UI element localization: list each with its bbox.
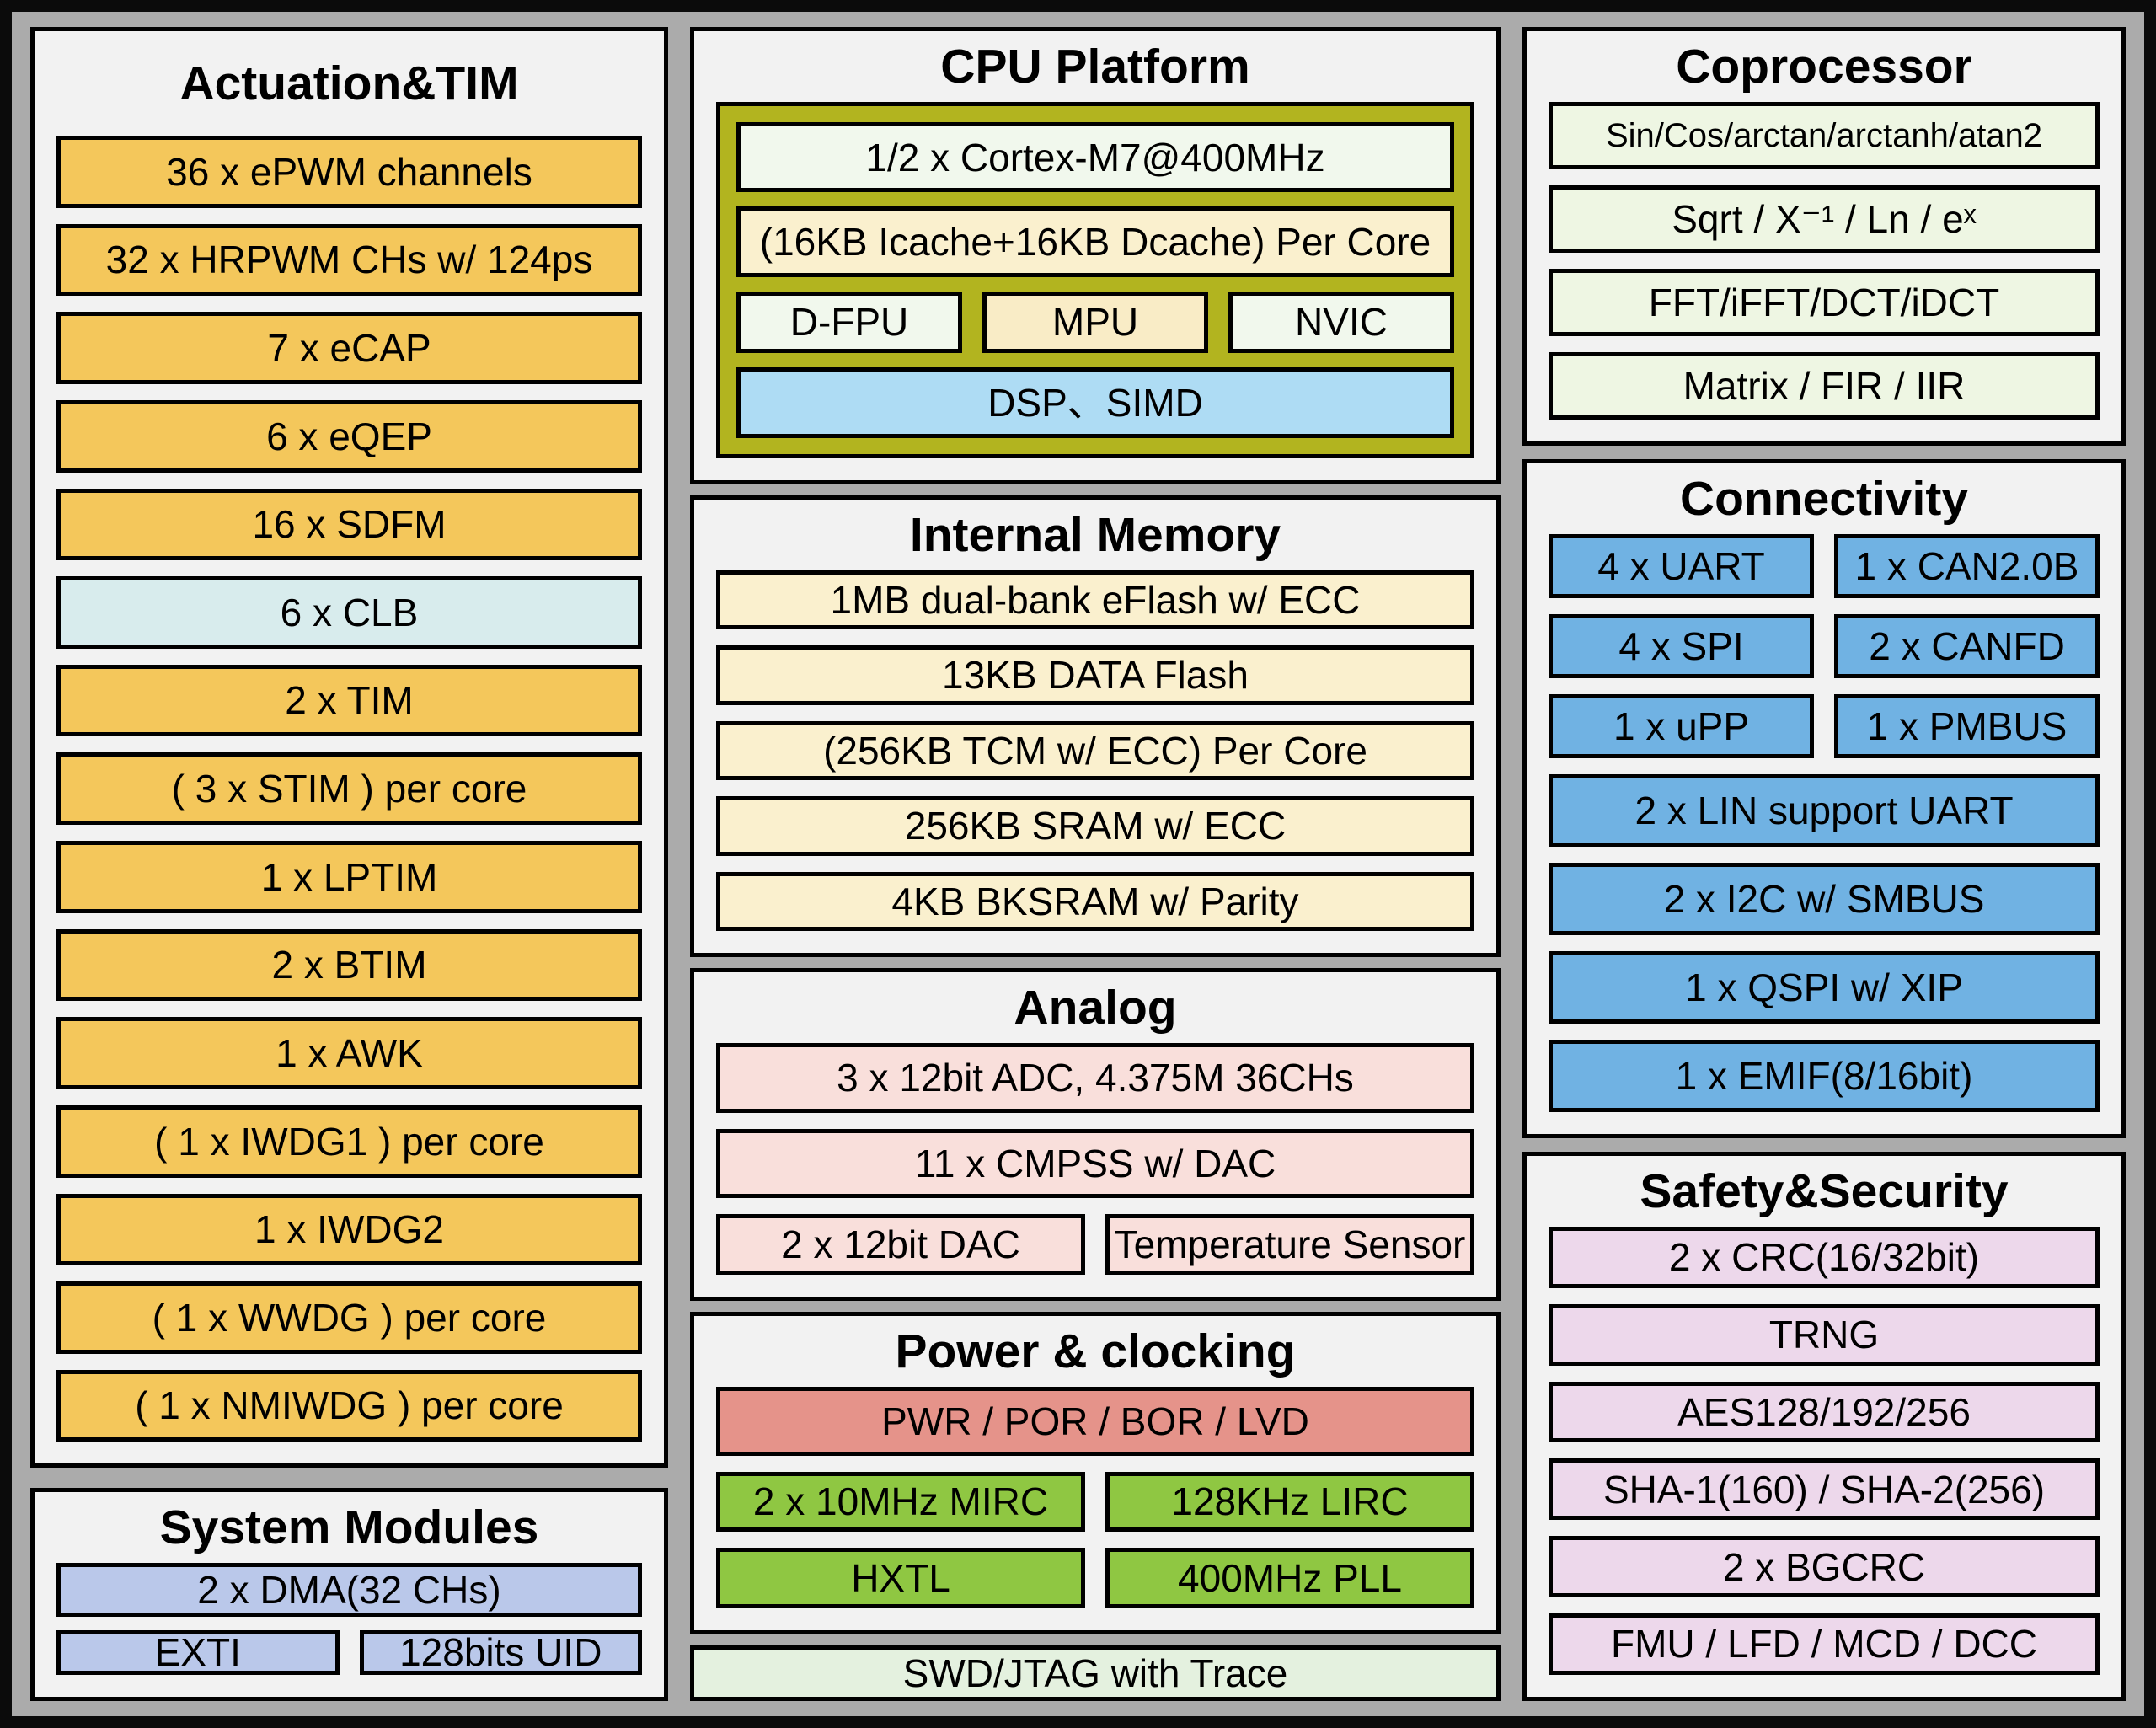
block-temp-sensor: Temperature Sensor: [1105, 1213, 1474, 1276]
block-dac: 2 x 12bit DAC: [716, 1213, 1085, 1276]
column-left: Actuation&TIM 36 x ePWM channels 32 x HR…: [30, 27, 668, 1701]
block-hrpwm-chs: 32 x HRPWM CHs w/ 124ps: [56, 223, 642, 297]
block-i2c: 2 x I2C w/ SMBUS: [1549, 863, 2100, 935]
block-nmiwdg-per-core: ( 1 x NMIWDG ) per core: [56, 1369, 642, 1442]
block-trig-functions: Sin/Cos/arctan/arctanh/atan2: [1549, 102, 2100, 169]
connectivity-split-row-3: 1 x uPP 1 x PMBUS: [1549, 694, 2100, 758]
block-exti: EXTI: [56, 1629, 340, 1675]
block-sqrt-ln-exp: Sqrt / X⁻¹ / Ln / eˣ: [1549, 185, 2100, 253]
section-title-safety-security: Safety&Security: [1640, 1164, 2009, 1218]
section-actuation-tim: Actuation&TIM 36 x ePWM channels 32 x HR…: [30, 27, 668, 1469]
block-matrix-fir-iir: Matrix / FIR / IIR: [1549, 352, 2100, 420]
section-safety-security: Safety&Security 2 x CRC(16/32bit) TRNG A…: [1522, 1152, 2126, 1701]
section-title-coprocessor: Coprocessor: [1676, 40, 1972, 94]
block-mpu: MPU: [982, 291, 1208, 354]
block-canfd: 2 x CANFD: [1834, 614, 2100, 678]
cpu-core-cluster: 1/2 x Cortex-M7@400MHz (16KB Icache+16KB…: [716, 102, 1474, 458]
power-rows: PWR / POR / BOR / LVD 2 x 10MHz MIRC 128…: [694, 1387, 1496, 1630]
block-fmu-lfd-mcd-dcc: FMU / LFD / MCD / DCC: [1549, 1613, 2100, 1675]
section-power-clocking: Power & clocking PWR / POR / BOR / LVD 2…: [690, 1312, 1501, 1634]
section-title-actuation-tim: Actuation&TIM: [179, 56, 519, 110]
block-btim: 2 x BTIM: [56, 928, 642, 1002]
block-eflash: 1MB dual-bank eFlash w/ ECC: [716, 570, 1474, 630]
block-epwm-channels: 36 x ePWM channels: [56, 136, 642, 208]
block-tcm: (256KB TCM w/ ECC) Per Core: [716, 720, 1474, 781]
power-split-row-2: HXTL 400MHz PLL: [716, 1548, 1474, 1609]
block-crc: 2 x CRC(16/32bit): [1549, 1227, 2100, 1288]
actuation-rows: 36 x ePWM channels 32 x HRPWM CHs w/ 124…: [35, 136, 664, 1463]
block-spi: 4 x SPI: [1549, 614, 1814, 678]
block-lirc: 128KHz LIRC: [1105, 1471, 1474, 1533]
section-coprocessor: Coprocessor Sin/Cos/arctan/arctanh/atan2…: [1522, 27, 2126, 446]
block-dsp-simd: DSP、SIMD: [736, 367, 1454, 438]
block-cmpss: 11 x CMPSS w/ DAC: [716, 1128, 1474, 1198]
block-nvic: NVIC: [1228, 291, 1454, 354]
connectivity-rows: 4 x UART 1 x CAN2.0B 4 x SPI 2 x CANFD 1…: [1527, 534, 2121, 1134]
block-dataflash: 13KB DATA Flash: [716, 645, 1474, 705]
analog-split-row: 2 x 12bit DAC Temperature Sensor: [716, 1213, 1474, 1276]
block-dma: 2 x DMA(32 CHs): [56, 1563, 642, 1617]
block-swd-jtag: SWD/JTAG with Trace: [690, 1645, 1501, 1701]
block-upp: 1 x uPP: [1549, 694, 1814, 758]
column-middle: CPU Platform 1/2 x Cortex-M7@400MHz (16K…: [690, 27, 1501, 1701]
block-sdfm: 16 x SDFM: [56, 488, 642, 561]
block-stim-per-core: ( 3 x STIM ) per core: [56, 752, 642, 825]
block-mirc: 2 x 10MHz MIRC: [716, 1471, 1085, 1533]
block-cortex-m7: 1/2 x Cortex-M7@400MHz: [736, 122, 1454, 193]
connectivity-split-row-2: 4 x SPI 2 x CANFD: [1549, 614, 2100, 678]
block-iwdg2: 1 x IWDG2: [56, 1193, 642, 1266]
section-analog: Analog 3 x 12bit ADC, 4.375M 36CHs 11 x …: [690, 968, 1501, 1302]
section-title-cpu-platform: CPU Platform: [940, 40, 1250, 94]
block-qspi: 1 x QSPI w/ XIP: [1549, 951, 2100, 1024]
block-ecap: 7 x eCAP: [56, 312, 642, 384]
block-awk: 1 x AWK: [56, 1017, 642, 1089]
block-clb: 6 x CLB: [56, 576, 642, 649]
block-eqep: 6 x eQEP: [56, 399, 642, 473]
block-emif: 1 x EMIF(8/16bit): [1549, 1040, 2100, 1112]
internal-memory-rows: 1MB dual-bank eFlash w/ ECC 13KB DATA Fl…: [694, 570, 1496, 954]
column-right: Coprocessor Sin/Cos/arctan/arctanh/atan2…: [1522, 27, 2126, 1701]
block-wwdg-per-core: ( 1 x WWDG ) per core: [56, 1281, 642, 1354]
block-lptim: 1 x LPTIM: [56, 841, 642, 913]
block-fft-dct: FFT/iFFT/DCT/iDCT: [1549, 269, 2100, 336]
section-connectivity: Connectivity 4 x UART 1 x CAN2.0B 4 x SP…: [1522, 459, 2126, 1138]
block-tim: 2 x TIM: [56, 664, 642, 737]
block-trng: TRNG: [1549, 1303, 2100, 1366]
diagram-canvas: Actuation&TIM 36 x ePWM channels 32 x HR…: [12, 12, 2144, 1716]
system-modules-rows: 2 x DMA(32 CHs) EXTI 128bits UID: [35, 1563, 664, 1697]
block-hxtl: HXTL: [716, 1548, 1085, 1609]
block-sram: 256KB SRAM w/ ECC: [716, 796, 1474, 856]
block-uid: 128bits UID: [359, 1629, 642, 1675]
block-pwr-por-bor-lvd: PWR / POR / BOR / LVD: [716, 1387, 1474, 1456]
block-cache: (16KB Icache+16KB Dcache) Per Core: [736, 206, 1454, 277]
coprocessor-rows: Sin/Cos/arctan/arctanh/atan2 Sqrt / X⁻¹ …: [1527, 102, 2121, 441]
section-cpu-platform: CPU Platform 1/2 x Cortex-M7@400MHz (16K…: [690, 27, 1501, 484]
block-iwdg1-per-core: ( 1 x IWDG1 ) per core: [56, 1105, 642, 1178]
section-title-connectivity: Connectivity: [1679, 472, 1969, 526]
block-bksram: 4KB BKSRAM w/ Parity: [716, 871, 1474, 932]
block-dfpu: D-FPU: [736, 291, 962, 354]
safety-rows: 2 x CRC(16/32bit) TRNG AES128/192/256 SH…: [1527, 1227, 2121, 1697]
section-system-modules: System Modules 2 x DMA(32 CHs) EXTI 128b…: [30, 1488, 668, 1701]
block-sha: SHA-1(160) / SHA-2(256): [1549, 1458, 2100, 1521]
section-title-internal-memory: Internal Memory: [909, 507, 1281, 562]
section-title-power-clocking: Power & clocking: [895, 1324, 1296, 1379]
block-aes: AES128/192/256: [1549, 1381, 2100, 1443]
power-split-row-1: 2 x 10MHz MIRC 128KHz LIRC: [716, 1471, 1474, 1533]
section-title-analog: Analog: [1014, 981, 1177, 1035]
block-pmbus: 1 x PMBUS: [1834, 694, 2100, 758]
cpu-split-row: D-FPU MPU NVIC: [736, 291, 1454, 354]
block-can: 1 x CAN2.0B: [1834, 534, 2100, 598]
block-adc: 3 x 12bit ADC, 4.375M 36CHs: [716, 1043, 1474, 1113]
connectivity-split-row-1: 4 x UART 1 x CAN2.0B: [1549, 534, 2100, 598]
analog-rows: 3 x 12bit ADC, 4.375M 36CHs 11 x CMPSS w…: [694, 1043, 1496, 1297]
block-lin-uart: 2 x LIN support UART: [1549, 774, 2100, 847]
block-pll: 400MHz PLL: [1105, 1548, 1474, 1609]
block-uart: 4 x UART: [1549, 534, 1814, 598]
section-title-system-modules: System Modules: [159, 1501, 539, 1555]
block-bgcrc: 2 x BGCRC: [1549, 1536, 2100, 1598]
system-modules-split-row: EXTI 128bits UID: [56, 1629, 642, 1675]
section-internal-memory: Internal Memory 1MB dual-bank eFlash w/ …: [690, 495, 1501, 958]
